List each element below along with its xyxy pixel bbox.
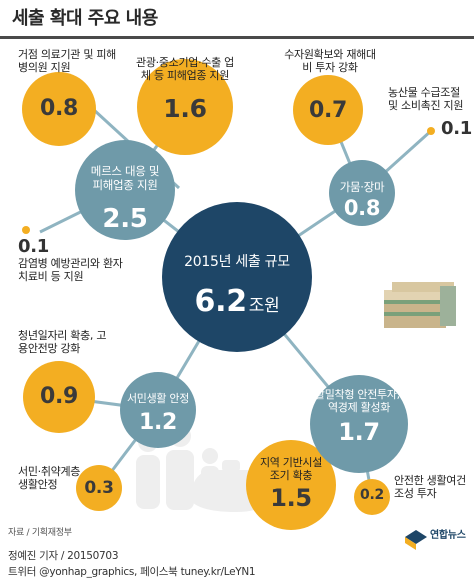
item-label-water-resources: 수자원확보와 재해대비 투자 강화 <box>284 48 376 75</box>
item-circle-damaged-industry <box>137 59 233 155</box>
item-value-hospital: 0.8 <box>39 96 79 121</box>
item-value-youth-jobs: 0.9 <box>39 384 79 409</box>
item-label-infrastructure: 지역 기반시설 조기 확충 <box>259 456 323 483</box>
item-label-safety: 안전한 생활여건 조성 투자 <box>394 474 466 501</box>
center-circle <box>162 202 312 352</box>
brand-name: 연합뉴스 <box>430 530 466 541</box>
center-unit: 조원 <box>248 296 280 316</box>
sns-line: 트위터 @yonhap_graphics, 페이스북 tuney.kr/LeYN… <box>8 566 256 578</box>
item-value-safety: 0.2 <box>360 487 384 503</box>
item-value-water-resources: 0.7 <box>308 98 348 123</box>
item-circle-infrastructure <box>246 440 336 530</box>
center-value: 6.2 <box>194 284 248 319</box>
credit-line: 정예진 기자 / 20150703 <box>8 550 119 562</box>
item-circle-water-resources <box>293 75 363 145</box>
center-label: 2015년 세출 규모 <box>184 254 290 270</box>
item-value-damaged-industry: 1.6 <box>163 94 207 123</box>
item-value-agriculture: 0.1 <box>441 118 472 139</box>
money-stack-icon <box>384 282 456 328</box>
category-label-mers: 메르스 대응 및 피해업종 지원 <box>90 164 160 193</box>
category-circle-regional <box>310 375 408 473</box>
item-label-damaged-industry: 관광·중소기업·수출 업체 등 피해업종 지원 <box>136 56 234 83</box>
category-value-livelihood: 1.2 <box>138 410 178 435</box>
item-dot-infection <box>22 226 30 234</box>
yonhap-logo-icon <box>405 530 427 550</box>
title-underline <box>0 36 474 39</box>
category-value-regional: 1.7 <box>338 418 380 446</box>
item-circle-hospital <box>22 72 96 146</box>
item-value-infection: 0.1 <box>18 236 49 257</box>
item-label-infection: 감염병 예방관리와 환자 치료비 등 지원 <box>18 257 123 284</box>
center-amount: 6.2 조원 <box>162 284 312 321</box>
item-value-low-income: 0.3 <box>84 478 114 498</box>
item-dot-agriculture <box>427 127 435 135</box>
item-circle-safety <box>354 479 390 515</box>
item-circle-youth-jobs <box>23 361 95 433</box>
category-circle-livelihood <box>120 372 196 448</box>
item-label-agriculture: 농산물 수급조절 및 소비촉진 지원 <box>388 86 464 113</box>
item-label-low-income: 서민·취약계층 생활안정 <box>18 465 81 492</box>
category-label-regional: 생활밀착형 안전투자, 지역경제 활성화 <box>305 388 413 415</box>
item-label-youth-jobs: 청년일자리 확충, 고용안전망 강화 <box>18 329 107 356</box>
category-circle-mers <box>75 140 175 240</box>
item-value-infrastructure: 1.5 <box>270 484 312 512</box>
item-circle-low-income <box>76 465 122 511</box>
category-circle-drought <box>329 160 395 226</box>
category-value-mers: 2.5 <box>102 204 148 234</box>
category-value-drought: 0.8 <box>343 196 381 220</box>
category-label-livelihood: 서민생활 안정 <box>126 392 190 405</box>
page-title: 세출 확대 주요 내용 <box>12 8 158 29</box>
item-label-hospital: 거점 의료기관 및 피해 병의원 지원 <box>18 48 116 75</box>
category-label-drought: 가뭄·장마 <box>339 180 385 194</box>
source-note: 자료 / 기획재정부 <box>8 528 72 538</box>
